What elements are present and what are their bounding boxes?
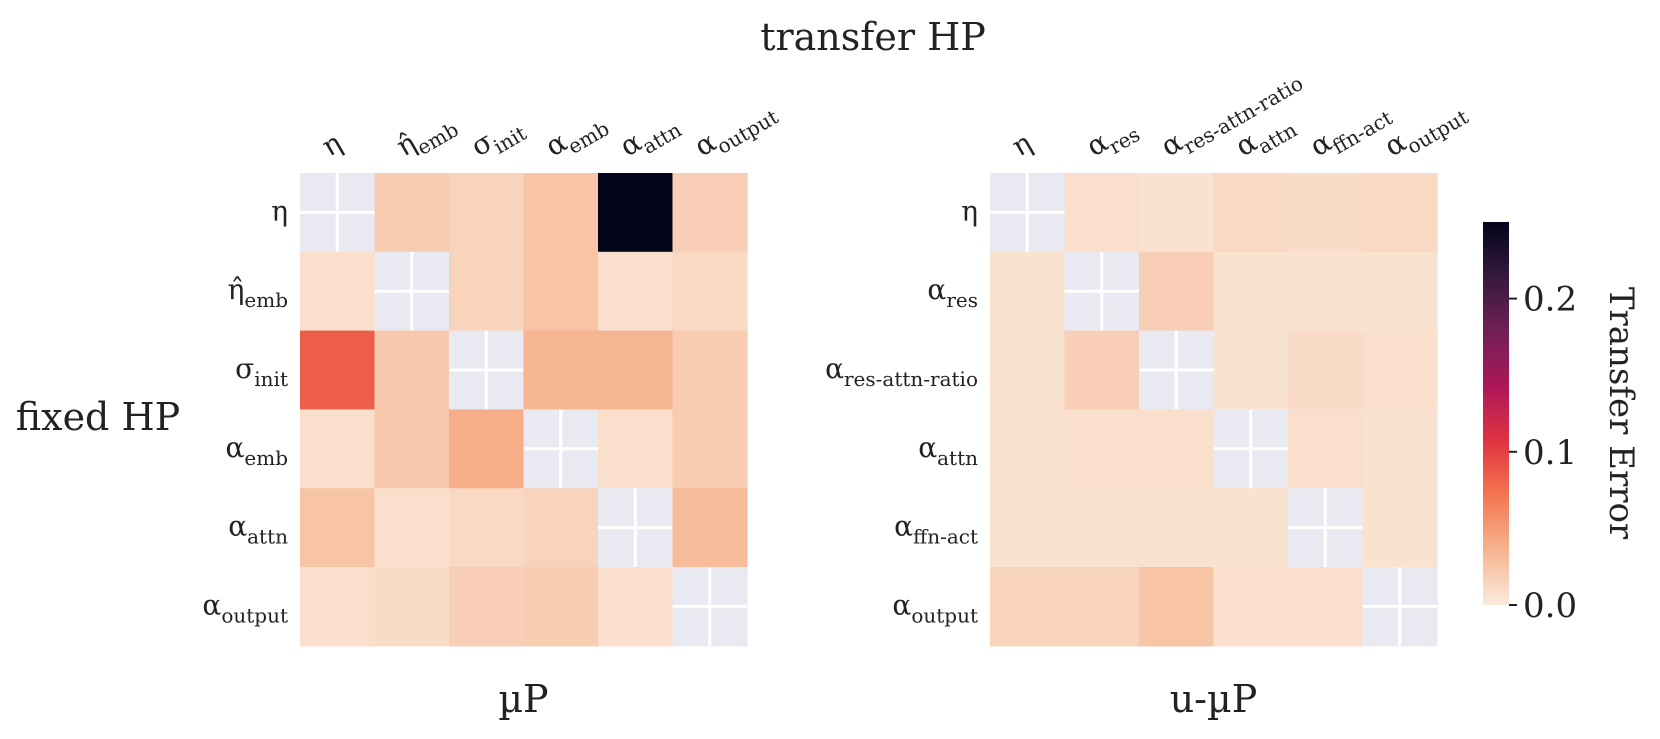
heatmap-cell — [1213, 173, 1289, 253]
colorbar-gradient — [1483, 222, 1509, 605]
heatmap-cell — [1288, 409, 1364, 489]
heatmap-cell — [300, 409, 376, 489]
heatmap-cell — [523, 173, 599, 253]
x-tick-label: αoutput — [689, 92, 783, 169]
heatmap-cell — [1213, 251, 1289, 332]
heatmap-cell — [374, 567, 450, 647]
heatmap-cell — [598, 251, 674, 332]
heatmap-cell — [374, 330, 450, 410]
x-tick-label: η — [1006, 126, 1037, 163]
heatmap-cell — [523, 488, 599, 568]
y-tick-label: αattn — [228, 510, 288, 549]
heatmap-cell — [449, 251, 525, 332]
y-tick-label: αffn-act — [894, 510, 978, 549]
y-tick-label: αoutput — [892, 588, 978, 627]
heatmap-cell — [449, 173, 525, 253]
heatmap-cell — [1139, 251, 1215, 332]
colorbar-label: Transfer Error — [1601, 287, 1641, 540]
heatmap-cell — [449, 409, 525, 489]
heatmap-cell — [672, 173, 748, 253]
heatmap-cell — [1064, 409, 1140, 489]
y-tick-label: αoutput — [202, 588, 288, 627]
heatmap-cell — [1064, 567, 1140, 647]
heatmap-cell — [1362, 409, 1438, 489]
heatmap-cell — [1288, 567, 1364, 647]
heatmap-cell — [1213, 488, 1289, 568]
y-tick-label: αres-attn-ratio — [825, 352, 978, 391]
heatmap-cell — [598, 330, 674, 410]
heatmap-cell — [523, 567, 599, 647]
heatmap-cell — [449, 567, 525, 647]
heatmap-cell — [1139, 173, 1215, 253]
heatmap-cell — [990, 567, 1066, 647]
heatmap-cell — [523, 251, 599, 332]
heatmap-cell — [300, 251, 376, 332]
y-tick-label: αemb — [225, 431, 288, 470]
heatmap-title: µP — [498, 677, 548, 721]
heatmap-cell — [523, 330, 599, 410]
heatmap-cell — [990, 330, 1066, 410]
y-tick-label: η — [961, 194, 978, 227]
heatmap-cell — [1362, 488, 1438, 568]
y-tick-label: αres — [927, 273, 978, 312]
heatmap-cell — [1213, 330, 1289, 410]
x-tick-label: αres — [1081, 109, 1144, 168]
x-tick-label: αemb — [540, 103, 614, 168]
heatmap-cell — [672, 251, 748, 332]
heatmap-cell — [1288, 251, 1364, 332]
heatmap-cell — [1139, 409, 1215, 489]
heatmap-cell — [598, 409, 674, 489]
heatmap-cell — [1139, 567, 1215, 647]
heatmap-cell — [374, 488, 450, 568]
heatmap-cell — [990, 488, 1066, 568]
heatmap-cell — [300, 330, 376, 410]
heatmap-title: u-µP — [1170, 677, 1258, 721]
heatmap-cell — [449, 488, 525, 568]
heatmap-cell — [1064, 330, 1140, 410]
x-tick-label: αattn — [614, 105, 685, 169]
y-tick-label: η — [271, 194, 288, 227]
colorbar-tick-label: 0.0 — [1523, 586, 1577, 626]
heatmap-cell — [1213, 567, 1289, 647]
heatmap-u-mup: ηαresαres-attn-ratioαattnαffn-actαoutput… — [825, 58, 1473, 721]
heatmap-cell — [374, 409, 450, 489]
y-tick-label: αattn — [918, 431, 978, 470]
y-tick-label: σinit — [235, 352, 288, 391]
heatmap-cell — [1362, 330, 1438, 410]
x-tick-label: αres-attn-ratio — [1155, 58, 1307, 168]
colorbar: 0.0 0.1 0.2 Transfer Error — [1483, 222, 1641, 626]
heatmap-cell — [672, 330, 748, 410]
x-tick-label: η — [316, 126, 347, 163]
heatmap-cell — [1064, 488, 1140, 568]
x-tick-label: η̂emb — [391, 104, 463, 168]
colorbar-tick-label: 0.2 — [1523, 280, 1577, 320]
heatmap-cell — [598, 173, 674, 253]
colorbar-tick-label: 0.1 — [1523, 433, 1577, 473]
heatmap-cell — [1362, 173, 1438, 253]
heatmap-cell — [990, 409, 1066, 489]
heatmap-cell — [1139, 488, 1215, 568]
heatmap-cell — [672, 488, 748, 568]
x-tick-label: σinit — [465, 108, 530, 168]
heatmap-cell — [672, 409, 748, 489]
left-axis-title: fixed HP — [16, 395, 180, 439]
heatmap-cell — [374, 173, 450, 253]
top-axis-title: transfer HP — [760, 15, 986, 59]
heatmap-cell — [1362, 251, 1438, 332]
heatmap-cell — [1064, 173, 1140, 253]
y-tick-label: η̂emb — [228, 273, 288, 312]
x-tick-label: αffn-act — [1304, 93, 1396, 169]
x-tick-label: αoutput — [1379, 92, 1473, 169]
heatmap-cell — [598, 567, 674, 647]
heatmap-cell — [990, 251, 1066, 332]
heatmap-cell — [1288, 173, 1364, 253]
heatmap-cell — [1288, 330, 1364, 410]
heatmap-cell — [300, 488, 376, 568]
heatmap-cell — [300, 567, 376, 647]
